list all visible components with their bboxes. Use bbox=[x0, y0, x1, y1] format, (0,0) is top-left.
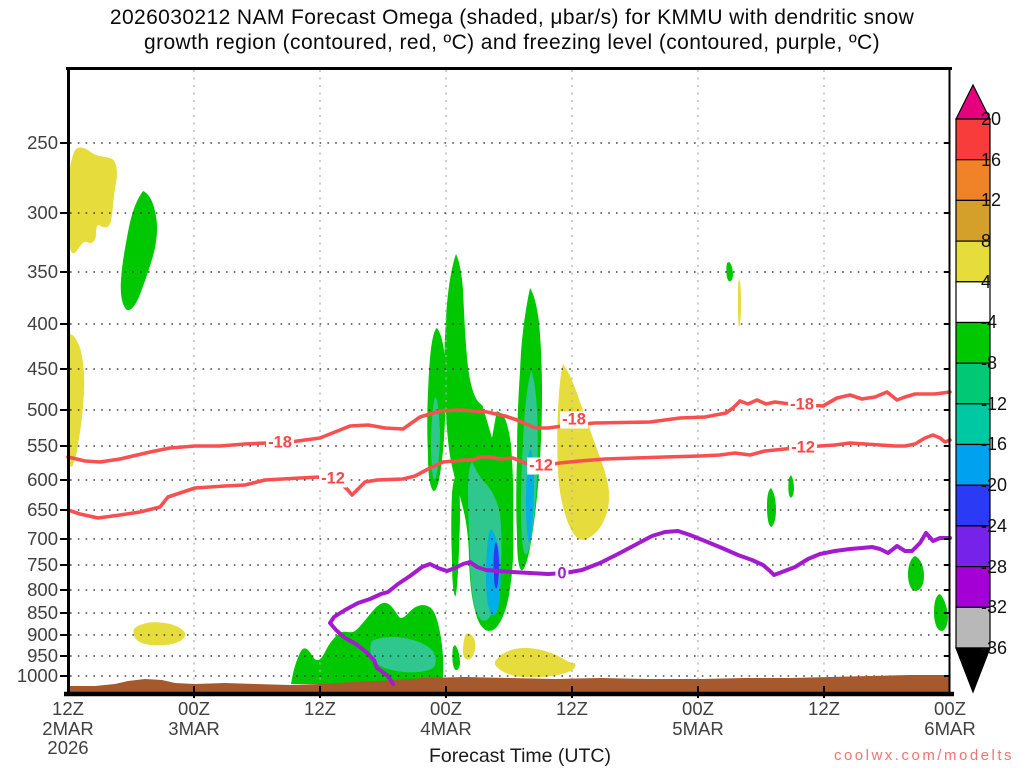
freezing-level-contour bbox=[328, 529, 952, 686]
y-tick-label: 750 bbox=[27, 554, 58, 575]
horizontal-gridlines bbox=[70, 142, 948, 677]
y-tick-label: 350 bbox=[27, 261, 58, 282]
y-tick-label: 850 bbox=[27, 602, 58, 623]
colorbar bbox=[955, 83, 991, 694]
y-tick-label: 400 bbox=[27, 313, 58, 334]
y-tick-label: 650 bbox=[27, 499, 58, 520]
y-tick-label: 1000 bbox=[16, 665, 58, 686]
axes-frame bbox=[64, 67, 954, 697]
x-axis-title: Forecast Time (UTC) bbox=[428, 745, 611, 767]
y-tick-label: 500 bbox=[27, 399, 58, 420]
vertical-gridlines bbox=[193, 70, 825, 692]
colorbar-label: 16 bbox=[981, 150, 1002, 170]
contour-label-red: -12 bbox=[319, 469, 347, 488]
x-tick-label: 12Z bbox=[556, 698, 588, 719]
x-axis-ticks bbox=[193, 686, 825, 698]
x-tick-label: 12Z 2MAR 2026 bbox=[42, 698, 94, 758]
y-tick-label: 250 bbox=[27, 132, 58, 153]
y-tick-label: 700 bbox=[27, 528, 58, 549]
y-tick-label: 550 bbox=[27, 435, 58, 456]
chart-title-line1: 2026030212 NAM Forecast Omega (shaded, μ… bbox=[109, 6, 915, 29]
contour-label-freezing-level: 0 bbox=[555, 564, 569, 583]
contour-label-red: -18 bbox=[788, 395, 816, 414]
colorbar-label: -28 bbox=[981, 557, 1008, 577]
colorbar-label: -16 bbox=[981, 434, 1008, 454]
watermark-link: coolwx.com/modelts bbox=[833, 747, 1014, 764]
x-tick-label: 00Z 3MAR bbox=[168, 698, 220, 739]
contour-label-red: -18 bbox=[266, 433, 294, 452]
y-tick-label: 900 bbox=[27, 624, 58, 645]
colorbar-label: -4 bbox=[981, 312, 998, 332]
colorbar-label: 4 bbox=[981, 272, 992, 292]
colorbar-label: -32 bbox=[981, 597, 1008, 617]
y-tick-label: 600 bbox=[27, 469, 58, 490]
contour-label-red: -12 bbox=[789, 438, 817, 457]
x-tick-label: 00Z 6MAR bbox=[924, 698, 976, 739]
colorbar-label: -36 bbox=[981, 638, 1008, 658]
colorbar-label: -24 bbox=[981, 516, 1008, 536]
colorbar-label: 12 bbox=[981, 190, 1002, 210]
terrain bbox=[68, 675, 950, 694]
omega-shade-blue bbox=[493, 542, 499, 589]
y-tick-label: 950 bbox=[27, 645, 58, 666]
contour-label-red: -18 bbox=[560, 410, 588, 429]
y-axis-ticks bbox=[60, 142, 950, 677]
colorbar-label: -12 bbox=[981, 394, 1008, 414]
omega-shade-yellow bbox=[68, 147, 741, 678]
colorbar-label: -20 bbox=[981, 475, 1008, 495]
red-contour-minus12 bbox=[66, 433, 952, 520]
colorbar-label: -8 bbox=[981, 353, 998, 373]
chart-title-line2: growth region (contoured, red, ºC) and f… bbox=[143, 31, 880, 54]
x-tick-label: 00Z 5MAR bbox=[672, 698, 724, 739]
contour-label-red: -12 bbox=[527, 456, 555, 475]
x-tick-label: 12Z bbox=[304, 698, 336, 719]
x-tick-label: 12Z bbox=[808, 698, 840, 719]
colorbar-label: 20 bbox=[981, 109, 1002, 129]
y-tick-label: 300 bbox=[27, 202, 58, 223]
y-tick-label: 800 bbox=[27, 579, 58, 600]
x-tick-label: 00Z 4MAR bbox=[420, 698, 472, 739]
colorbar-under-arrow bbox=[955, 647, 991, 694]
y-tick-label: 450 bbox=[27, 358, 58, 379]
colorbar-label: 8 bbox=[981, 231, 992, 251]
